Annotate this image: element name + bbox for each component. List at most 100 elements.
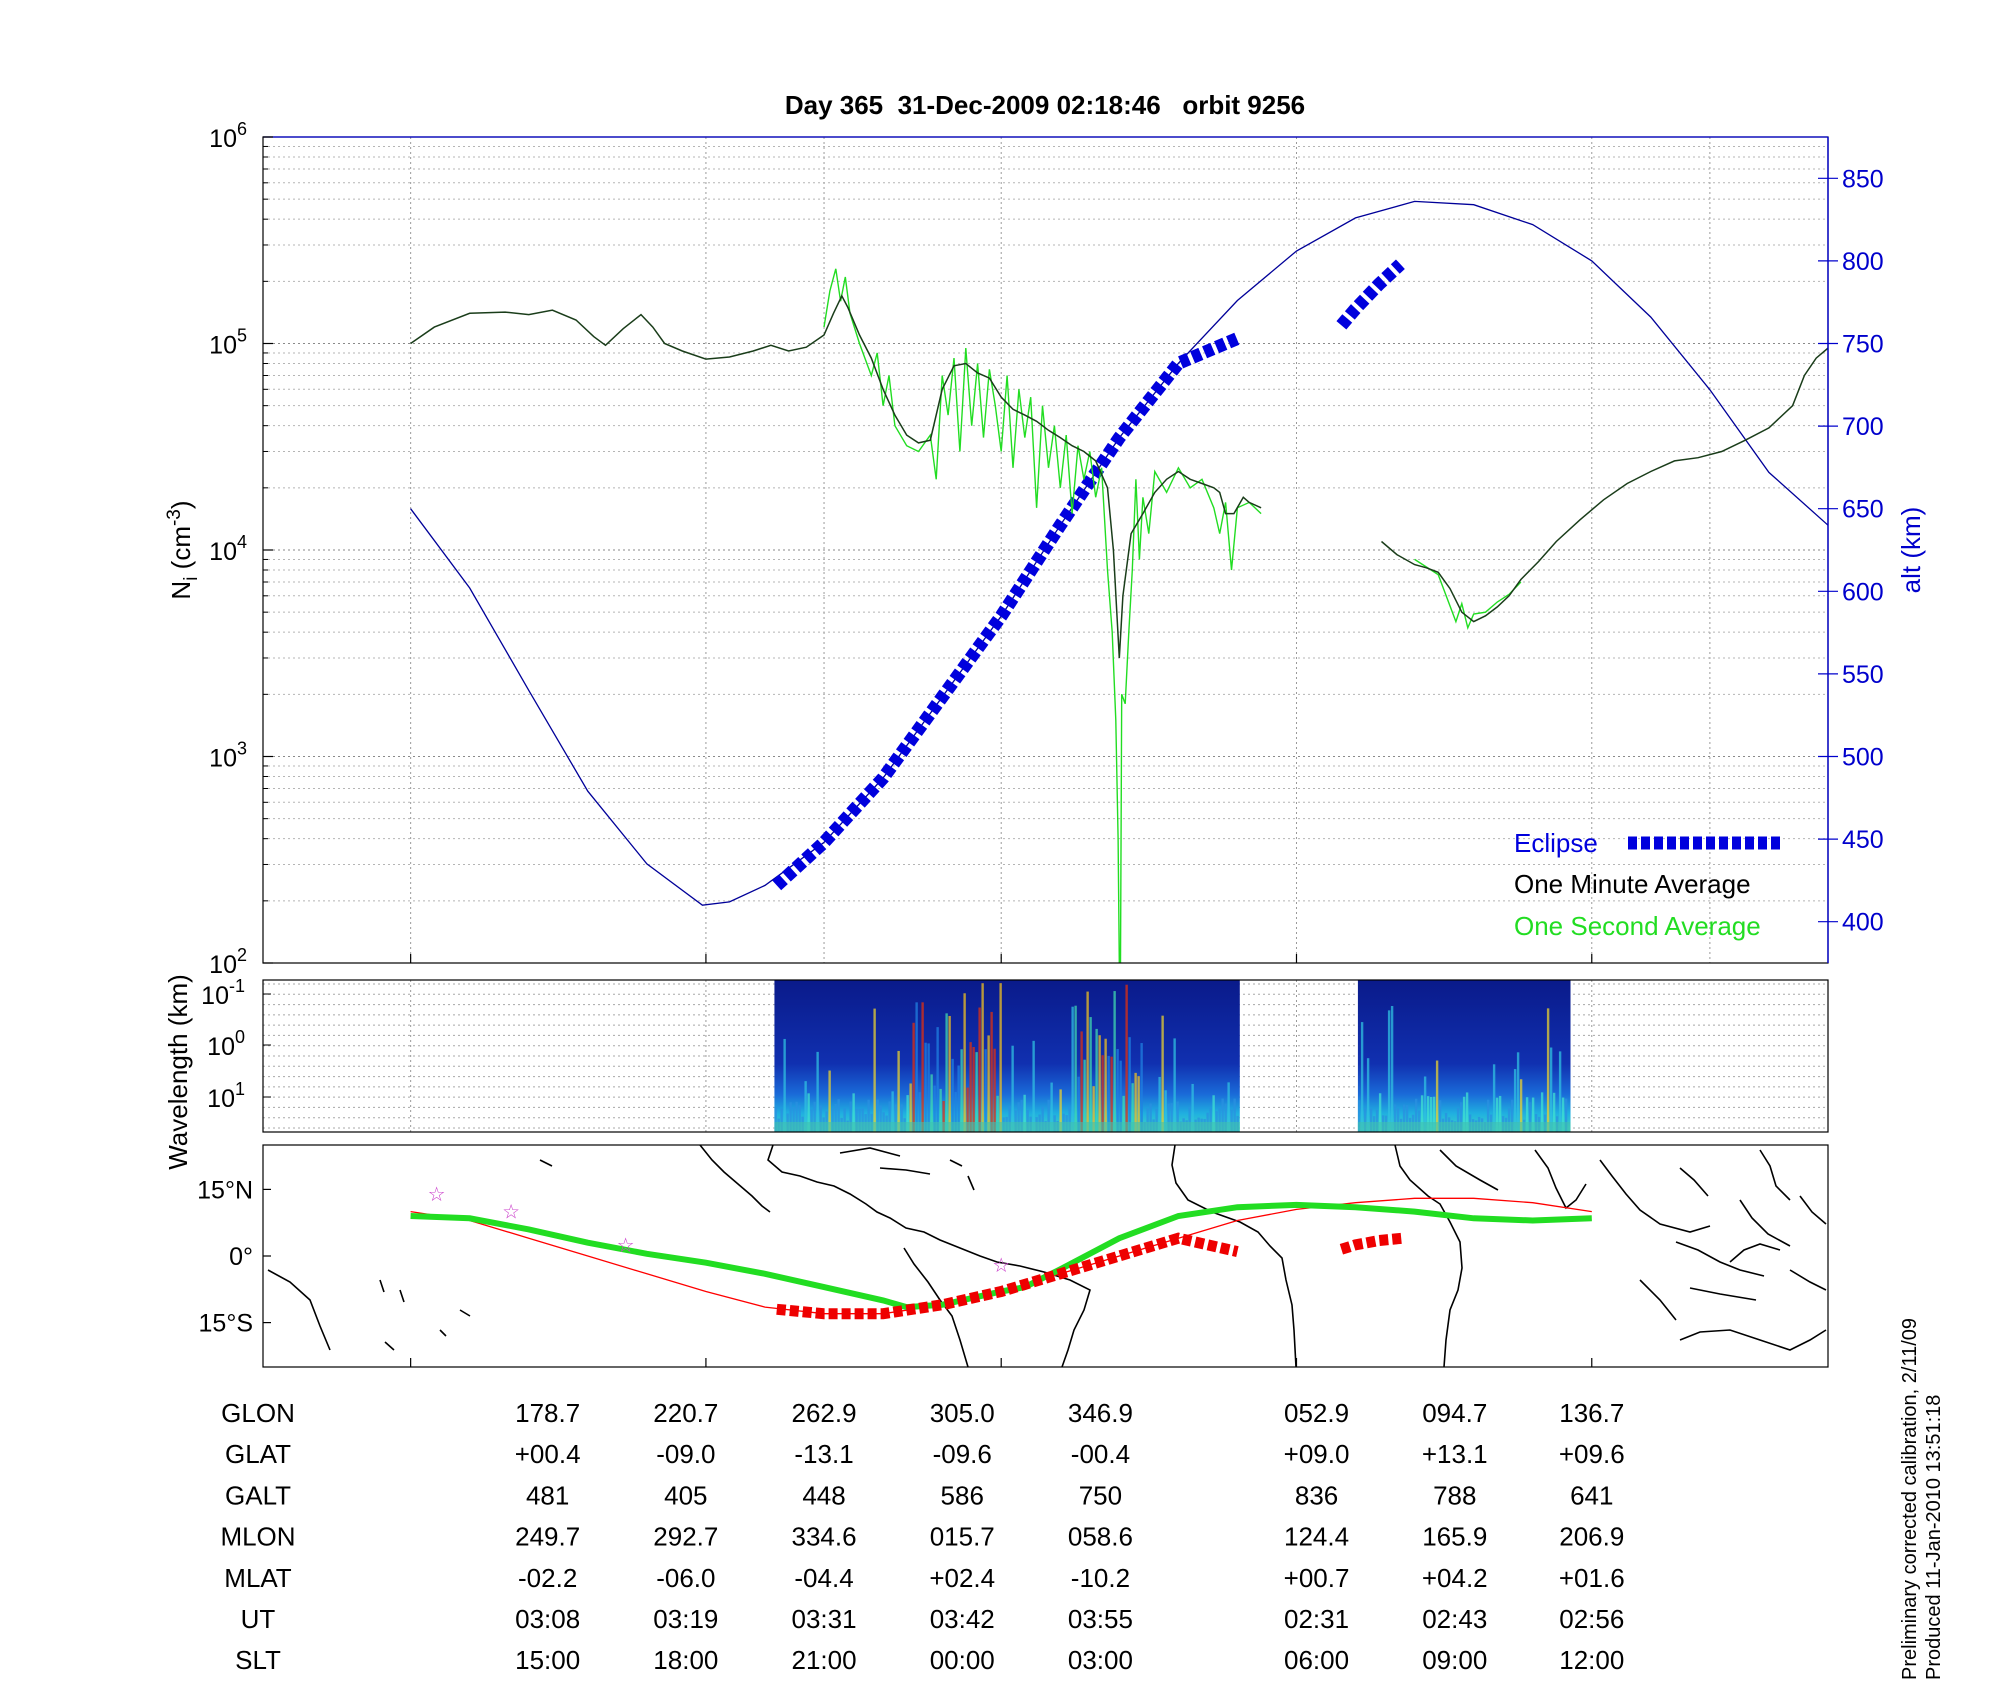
spectrogram-streak — [1032, 1040, 1035, 1132]
spectrogram-streak — [837, 1099, 840, 1132]
table-cell: 21:00 — [791, 1645, 856, 1675]
table-cell: 03:08 — [515, 1604, 580, 1634]
spectrogram-streak — [939, 1088, 942, 1132]
spectrogram-band — [1357, 1122, 1571, 1132]
coastline-pacific-islands — [267, 1159, 553, 1351]
magenta-star-marker-3: ☆ — [992, 1253, 1010, 1277]
table-cell: 15:00 — [515, 1645, 580, 1675]
spectrogram-streak — [1513, 1069, 1517, 1132]
table-cell: 052.9 — [1284, 1398, 1349, 1428]
spectrogram-streak — [1026, 1110, 1029, 1132]
magenta-star-marker-2: ☆ — [617, 1233, 635, 1257]
calibration-note: Preliminary corrected calibration, 2/11/… — [1899, 1318, 1921, 1680]
spectrogram-streak — [1011, 1045, 1014, 1132]
spectrogram-streak — [1155, 1109, 1158, 1132]
table-cell: 750 — [1079, 1480, 1122, 1510]
second-average-segment-1 — [1414, 558, 1522, 630]
table-cell: +00.4 — [515, 1439, 581, 1469]
wavelength-tick-label-2: 101 — [207, 1079, 245, 1113]
wavelength-axis-label: Wavelength (km) — [163, 974, 193, 1170]
lat-tick-label-1: 0° — [229, 1243, 253, 1271]
table-row-label-ut: UT — [241, 1604, 276, 1634]
table-cell: +13.1 — [1422, 1439, 1488, 1469]
lat-tick-label-0: 15°N — [197, 1176, 253, 1204]
spectrogram-streak — [1540, 1092, 1544, 1132]
spectrogram-streak — [831, 1107, 834, 1132]
density-panel: 102 103 104 105 106 400 450 500 550 600 650 700 750… — [164, 119, 1926, 979]
y2-tick-label-8: 800 — [1842, 248, 1884, 276]
spectrogram-streak — [1465, 1092, 1469, 1132]
spectrogram-streak — [993, 1048, 996, 1132]
spectrogram-streak — [1131, 1083, 1134, 1132]
spectrogram-streak — [1119, 1060, 1122, 1132]
coastlines — [267, 1145, 1827, 1367]
table-cell: 00:00 — [930, 1645, 995, 1675]
spectrogram-streak — [834, 1103, 837, 1132]
spectrogram-streak — [1077, 1076, 1080, 1132]
table-cell: 249.7 — [515, 1522, 580, 1552]
spectrogram-streak — [1438, 1100, 1442, 1132]
wavelength-y-ticks: 10-1 100 101 — [201, 976, 271, 1113]
spectrogram-streak — [918, 1092, 921, 1132]
spectrogram-streak — [1221, 1098, 1224, 1132]
spectrogram-streak — [873, 1008, 876, 1132]
table-cell: 641 — [1570, 1480, 1613, 1510]
table-cell: 586 — [941, 1480, 984, 1510]
spectrogram-streak — [1116, 1049, 1119, 1132]
spectrogram-streak — [1125, 984, 1128, 1132]
spectrogram-streak — [1564, 1098, 1568, 1132]
table-cell: -02.2 — [518, 1563, 577, 1593]
spectrogram-streak — [933, 1085, 936, 1132]
y2-tick-label-5: 650 — [1842, 496, 1884, 524]
spectrogram-streak — [1089, 1017, 1092, 1132]
table-cell: +09.0 — [1284, 1439, 1350, 1469]
spectrogram-streak — [1360, 1022, 1364, 1132]
y2-tick-label-2: 500 — [1842, 744, 1884, 772]
spectrogram-streak — [1041, 1106, 1044, 1132]
legend-minute-average-label: One Minute Average — [1514, 869, 1751, 899]
wavelength-tick-label-1: 100 — [207, 1027, 245, 1061]
spectrogram-streak — [804, 1081, 807, 1132]
spectrogram-streak — [975, 1052, 978, 1132]
table-cell: 836 — [1295, 1480, 1338, 1510]
spectrogram-streak — [951, 1058, 954, 1132]
y2-tick-label-7: 750 — [1842, 331, 1884, 359]
spectrogram-streak — [1369, 1108, 1373, 1132]
table-cell: +09.6 — [1559, 1439, 1625, 1469]
spectrogram-streak — [1426, 1096, 1430, 1132]
density-axis-label: Ni (cm-3) — [164, 500, 202, 599]
spectrogram-streak — [1357, 1100, 1361, 1132]
spectrogram-streak — [888, 1101, 891, 1132]
table-cell: 03:31 — [791, 1604, 856, 1634]
table-cell: 220.7 — [653, 1398, 718, 1428]
wavelength-tick-label-0: 10-1 — [201, 976, 245, 1010]
spectrogram-streak — [858, 1108, 861, 1132]
spectrogram-streak — [1435, 1060, 1439, 1132]
spectrogram-streak — [1402, 1104, 1406, 1132]
spectrogram-streak — [981, 983, 984, 1132]
spectrogram-streak — [921, 1002, 924, 1132]
spectrogram-streak — [1017, 1102, 1020, 1132]
spectrogram-streak — [1140, 1043, 1143, 1132]
spectrogram-streak — [1068, 1107, 1071, 1132]
spectrogram-streak — [1375, 1109, 1379, 1132]
table-cell: -09.0 — [656, 1439, 715, 1469]
spectrogram-streak — [1101, 1055, 1104, 1132]
spectrogram-streak — [795, 1101, 798, 1132]
spectrogram-streak — [1423, 1076, 1427, 1132]
spectrogram-streak — [1104, 1038, 1107, 1132]
spectrogram-streak — [978, 1007, 981, 1132]
spectrogram-streak — [1167, 1103, 1170, 1132]
spectrogram-streak — [1531, 1097, 1535, 1132]
spectrogram-streak — [1212, 1095, 1215, 1132]
spectrogram-streak — [1170, 1103, 1173, 1132]
density-series — [410, 200, 1828, 963]
coastline-south-america — [767, 1145, 1091, 1367]
table-cell: 02:56 — [1559, 1604, 1624, 1634]
spectrogram-streak — [1095, 1028, 1098, 1132]
spectrogram-streak — [1188, 1107, 1191, 1132]
spectrogram-streak — [1507, 1108, 1511, 1132]
table-cell: 18:00 — [653, 1645, 718, 1675]
altitude-line — [410, 200, 1828, 906]
table-cell: -00.4 — [1071, 1439, 1130, 1469]
